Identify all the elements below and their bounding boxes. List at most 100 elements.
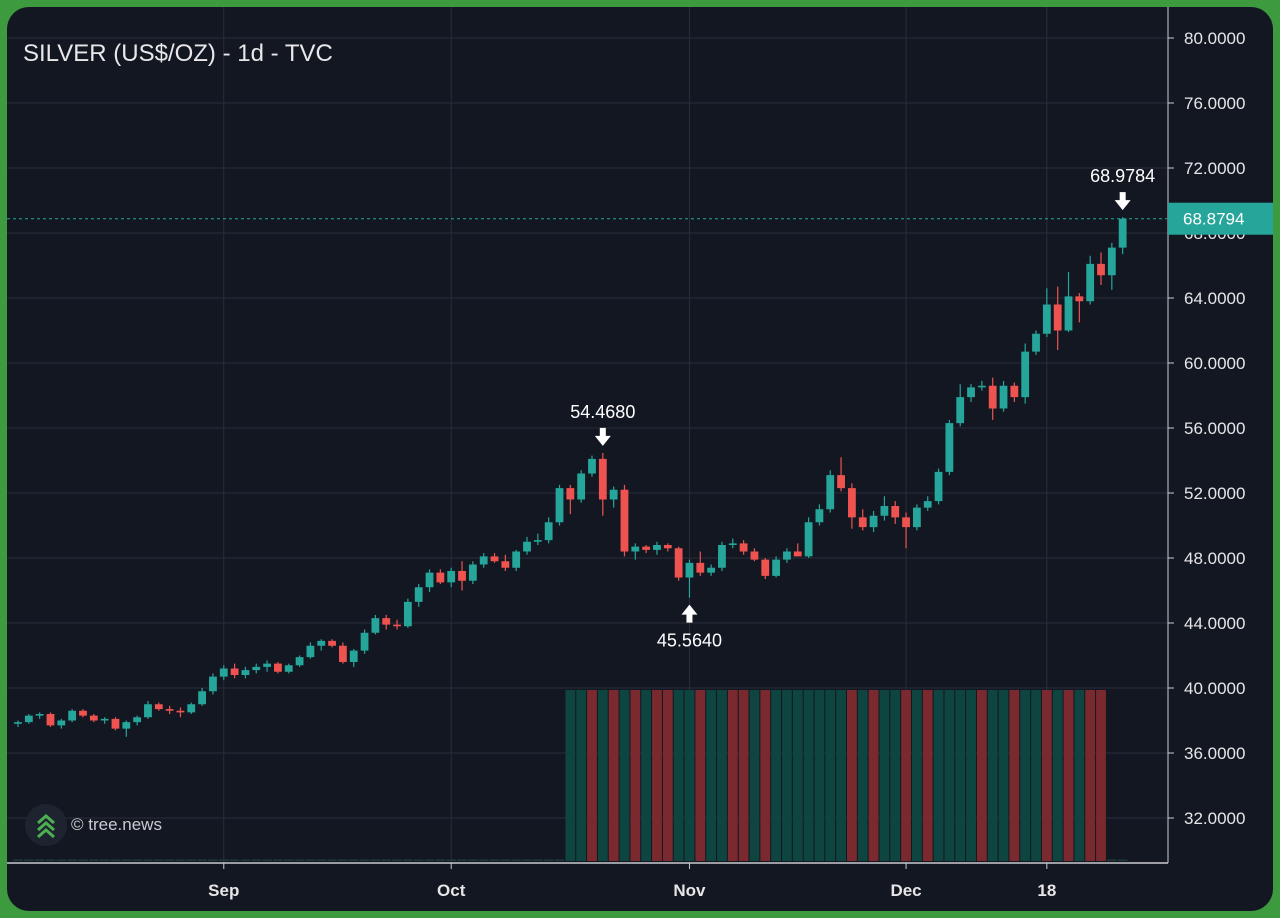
candle-body [371,618,380,633]
high-marker-arrow [1114,192,1131,211]
volume-bar [662,690,673,861]
volume-bar [1009,690,1020,861]
volume-bar [56,859,67,861]
candle-body [783,551,791,560]
volume-bar [424,859,435,861]
y-tick-label: 72.0000 [1184,159,1245,178]
candle-body [100,718,109,721]
volume-bar [532,859,543,861]
y-tick-label: 60.0000 [1184,354,1245,373]
candle-body [999,385,1008,409]
candle-body [685,562,694,578]
candle-body [642,546,651,550]
volume-bar [229,859,240,861]
volume-bar [706,690,717,861]
volume-bar [316,859,327,861]
candle-body [858,517,867,528]
candle-body [1107,247,1116,276]
volume-bar [782,690,792,861]
candle-body [57,720,66,726]
volume-bar [836,690,846,861]
volume-bar [1106,859,1117,861]
high-marker-label: 68.9784 [1090,166,1155,186]
volume-bar [381,859,392,861]
volume-bar [814,690,825,861]
candle-body [79,710,87,716]
tree-news-chevrons-icon [25,804,67,846]
candle-body [198,691,207,705]
candle-body [880,506,889,516]
candle-body [24,715,33,723]
x-tick-label: Oct [437,881,466,900]
candle-body [122,722,131,729]
candle-body [263,663,271,667]
candle-body [468,564,477,581]
candle-body [631,546,640,552]
candle-body [934,471,943,502]
y-tick-label: 76.0000 [1184,94,1245,113]
candle-body [1086,263,1095,302]
volume-bar [738,690,749,861]
candle-body [674,548,683,578]
candle-body [1075,296,1084,302]
volume-bar [153,859,164,861]
candle-body [826,475,835,510]
candle-body [501,561,510,568]
volume-bar [175,859,186,861]
candle-body [923,501,932,508]
volume-bar [110,859,121,861]
candle-body [479,556,488,565]
candle-body [1021,351,1030,398]
volume-bar [576,690,587,861]
volume-bar [955,690,966,861]
candle-body [761,559,770,576]
candle-body [230,668,239,675]
volume-bar [857,690,868,861]
candle-body [284,665,293,672]
volume-bar [1063,690,1074,861]
x-tick-label: Nov [673,881,706,900]
candle-body [111,718,120,729]
candle-body [436,572,445,583]
volume-bar [922,690,933,861]
volume-bar [511,859,522,861]
candle-body [144,704,152,718]
y-tick-label: 40.0000 [1184,679,1245,698]
watermark: © tree.news [25,804,162,846]
candle-body [533,540,542,542]
volume-bar [392,859,402,861]
volume-bar [695,690,706,861]
volume-bar [99,859,110,861]
volume-bar [67,859,78,861]
candle-body [653,545,661,550]
candle-body [1032,333,1040,352]
volume-bar [1096,690,1106,861]
candle-body [891,506,900,518]
x-tick-label: Sep [208,881,239,900]
candlestick-chart[interactable]: 80.000076.000072.000068.000064.000060.00… [7,7,1273,911]
candle-body [739,543,748,552]
volume-bar [565,690,576,861]
candle-body [382,618,391,625]
candle-body [1042,304,1051,334]
volume-bar [987,690,998,861]
high-marker-arrow [594,427,611,446]
volume-bar [825,690,836,861]
chart-title: SILVER (US$/OZ) - 1d - TVC [23,40,333,67]
candle-body [425,572,434,588]
volume-bar [1052,690,1063,861]
volume-bar [1117,859,1128,861]
volume-bar [262,859,272,861]
volume-bar [208,859,218,861]
volume-bar [121,859,132,861]
candle-body [209,676,217,692]
candle-body [728,543,737,545]
y-tick-label: 36.0000 [1184,744,1245,763]
volume-bar [186,859,197,861]
y-tick-label: 44.0000 [1184,614,1245,633]
candle-body [956,397,965,424]
candle-body [544,522,553,541]
volume-bar [88,859,99,861]
candle-body [815,509,824,523]
candle-body [393,624,401,627]
